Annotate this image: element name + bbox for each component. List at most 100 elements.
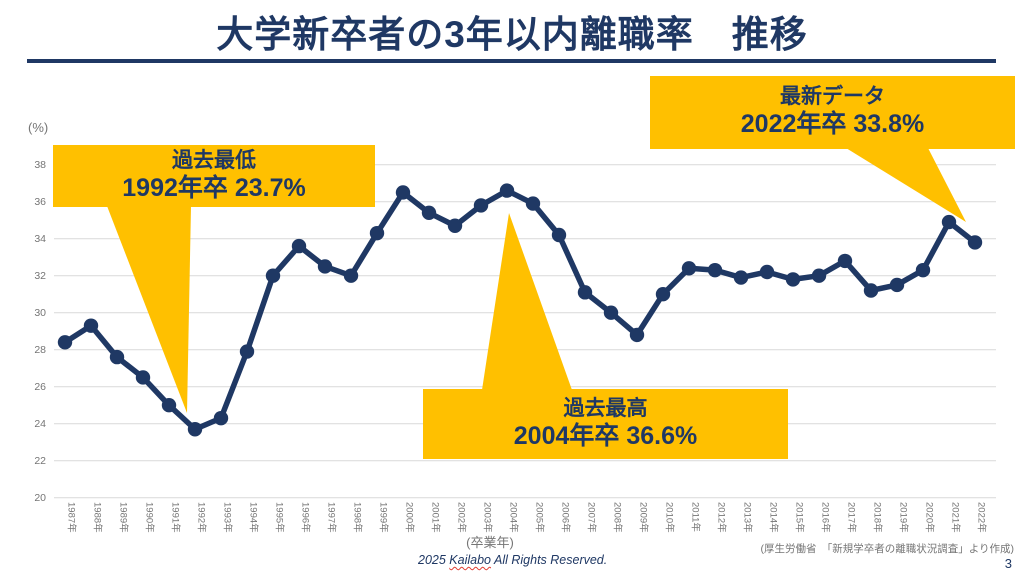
callout-record-low: 過去最低 1992年卒 23.7% (53, 145, 375, 207)
x-tick-label: 2002年 (456, 502, 468, 533)
x-tick-label: 1992年 (196, 502, 208, 533)
x-tick-label: 2009年 (638, 502, 650, 533)
data-point (161, 398, 177, 413)
data-point (759, 264, 775, 280)
x-tick-label: 2011年 (690, 502, 702, 532)
y-tick-label: 38 (34, 159, 46, 171)
data-point (551, 227, 567, 243)
x-tick-label: 2008年 (612, 502, 624, 533)
data-points (57, 183, 983, 437)
data-point (473, 198, 489, 213)
x-tick-label: 2022年 (976, 502, 988, 533)
data-point (291, 238, 307, 254)
x-tick-label: 2012年 (716, 502, 728, 533)
copyright-brand: Kailabo (449, 553, 491, 567)
y-axis-tick-labels: 20 22 24 26 28 30 32 34 36 38 (34, 159, 46, 504)
callout-record-low-label: 過去最低 (172, 148, 256, 172)
y-tick-label: 26 (34, 381, 46, 393)
callout-tail-record-high (482, 213, 572, 390)
y-tick-label: 22 (34, 455, 46, 467)
data-point (187, 422, 203, 437)
x-tick-label: 2013年 (742, 502, 754, 533)
x-tick-label: 2018年 (872, 502, 884, 533)
x-tick-label: 1991年 (170, 502, 182, 533)
x-tick-label: 1996年 (300, 502, 312, 533)
data-point (317, 259, 333, 274)
x-tick-label: 2021年 (950, 502, 962, 533)
x-tick-label: 2003年 (482, 502, 494, 533)
x-axis-title: (卒業年) (466, 535, 514, 550)
y-tick-label: 30 (34, 307, 46, 319)
x-axis-tick-labels: 1987年 1988年 1989年 1990年 1991年 1992年 1993年 1994年… (66, 502, 988, 533)
data-point (655, 287, 671, 302)
data-point (577, 285, 593, 300)
x-tick-label: 2014年 (768, 502, 780, 533)
callout-latest-data-detail: 2022年卒 33.8% (740, 110, 925, 139)
callout-tail-record-low (107, 206, 191, 413)
x-tick-label: 1990年 (144, 502, 156, 533)
page-title: 大学新卒者の3年以内離職率 推移 (216, 14, 808, 55)
data-point (681, 261, 697, 276)
data-point (447, 218, 463, 233)
y-tick-label: 24 (34, 418, 46, 430)
data-point (785, 272, 801, 287)
data-point (707, 262, 723, 278)
x-tick-label: 2001年 (430, 502, 442, 533)
data-point (603, 305, 619, 320)
title-underline (27, 59, 996, 63)
data-source-note: (厚生労働省 「新規学卒者の離職状況調査」より作成) (760, 543, 1014, 555)
y-tick-label: 28 (34, 344, 46, 356)
x-tick-label: 2016年 (820, 502, 832, 533)
callout-latest-data: 最新データ 2022年卒 33.8% (650, 76, 1015, 149)
data-point (499, 183, 515, 198)
data-point (733, 270, 749, 285)
x-tick-label: 2010年 (664, 502, 676, 533)
x-tick-label: 1995年 (274, 502, 286, 533)
data-point (83, 318, 99, 333)
data-point (109, 349, 125, 365)
callout-latest-data-label: 最新データ (780, 85, 885, 109)
data-point (629, 327, 645, 343)
x-tick-label: 2017年 (846, 502, 858, 533)
copyright-year: 2025 (418, 553, 450, 567)
x-tick-label: 1988年 (92, 502, 104, 533)
data-point (213, 410, 229, 426)
y-tick-label: 20 (34, 492, 46, 504)
y-tick-label: 34 (34, 233, 46, 245)
data-point (265, 268, 281, 283)
y-axis-unit-label: (%) (28, 120, 49, 135)
x-tick-label: 2005年 (534, 502, 546, 533)
x-tick-label: 2019年 (898, 502, 910, 533)
data-point (863, 283, 879, 298)
x-tick-label: 1998年 (352, 502, 364, 533)
x-tick-label: 1989年 (118, 502, 130, 533)
data-point (811, 268, 827, 283)
data-point (525, 196, 541, 211)
data-point (915, 262, 931, 278)
data-point (395, 185, 411, 200)
data-point (343, 268, 359, 283)
x-tick-label: 2020年 (924, 502, 936, 533)
data-point (369, 225, 385, 241)
callout-record-high-detail: 2004年卒 36.6% (513, 421, 698, 450)
x-tick-label: 1997年 (326, 502, 338, 533)
x-tick-label: 1999年 (378, 502, 390, 533)
data-point (967, 235, 983, 250)
x-tick-label: 2004年 (508, 502, 520, 533)
x-tick-label: 2007年 (586, 502, 598, 533)
data-point (421, 205, 437, 220)
data-point (837, 253, 853, 269)
data-point (57, 335, 73, 350)
y-tick-label: 32 (34, 270, 46, 282)
data-point (889, 277, 905, 293)
data-point (941, 214, 957, 230)
data-point (239, 344, 255, 359)
callout-record-high-label: 過去最高 (563, 396, 648, 420)
copyright-suffix: All Rights Reserved. (490, 553, 608, 567)
x-tick-label: 1993年 (222, 502, 234, 533)
x-tick-label: 1987年 (66, 502, 78, 533)
x-tick-label: 2000年 (404, 502, 416, 533)
annotation-tails (107, 148, 966, 413)
